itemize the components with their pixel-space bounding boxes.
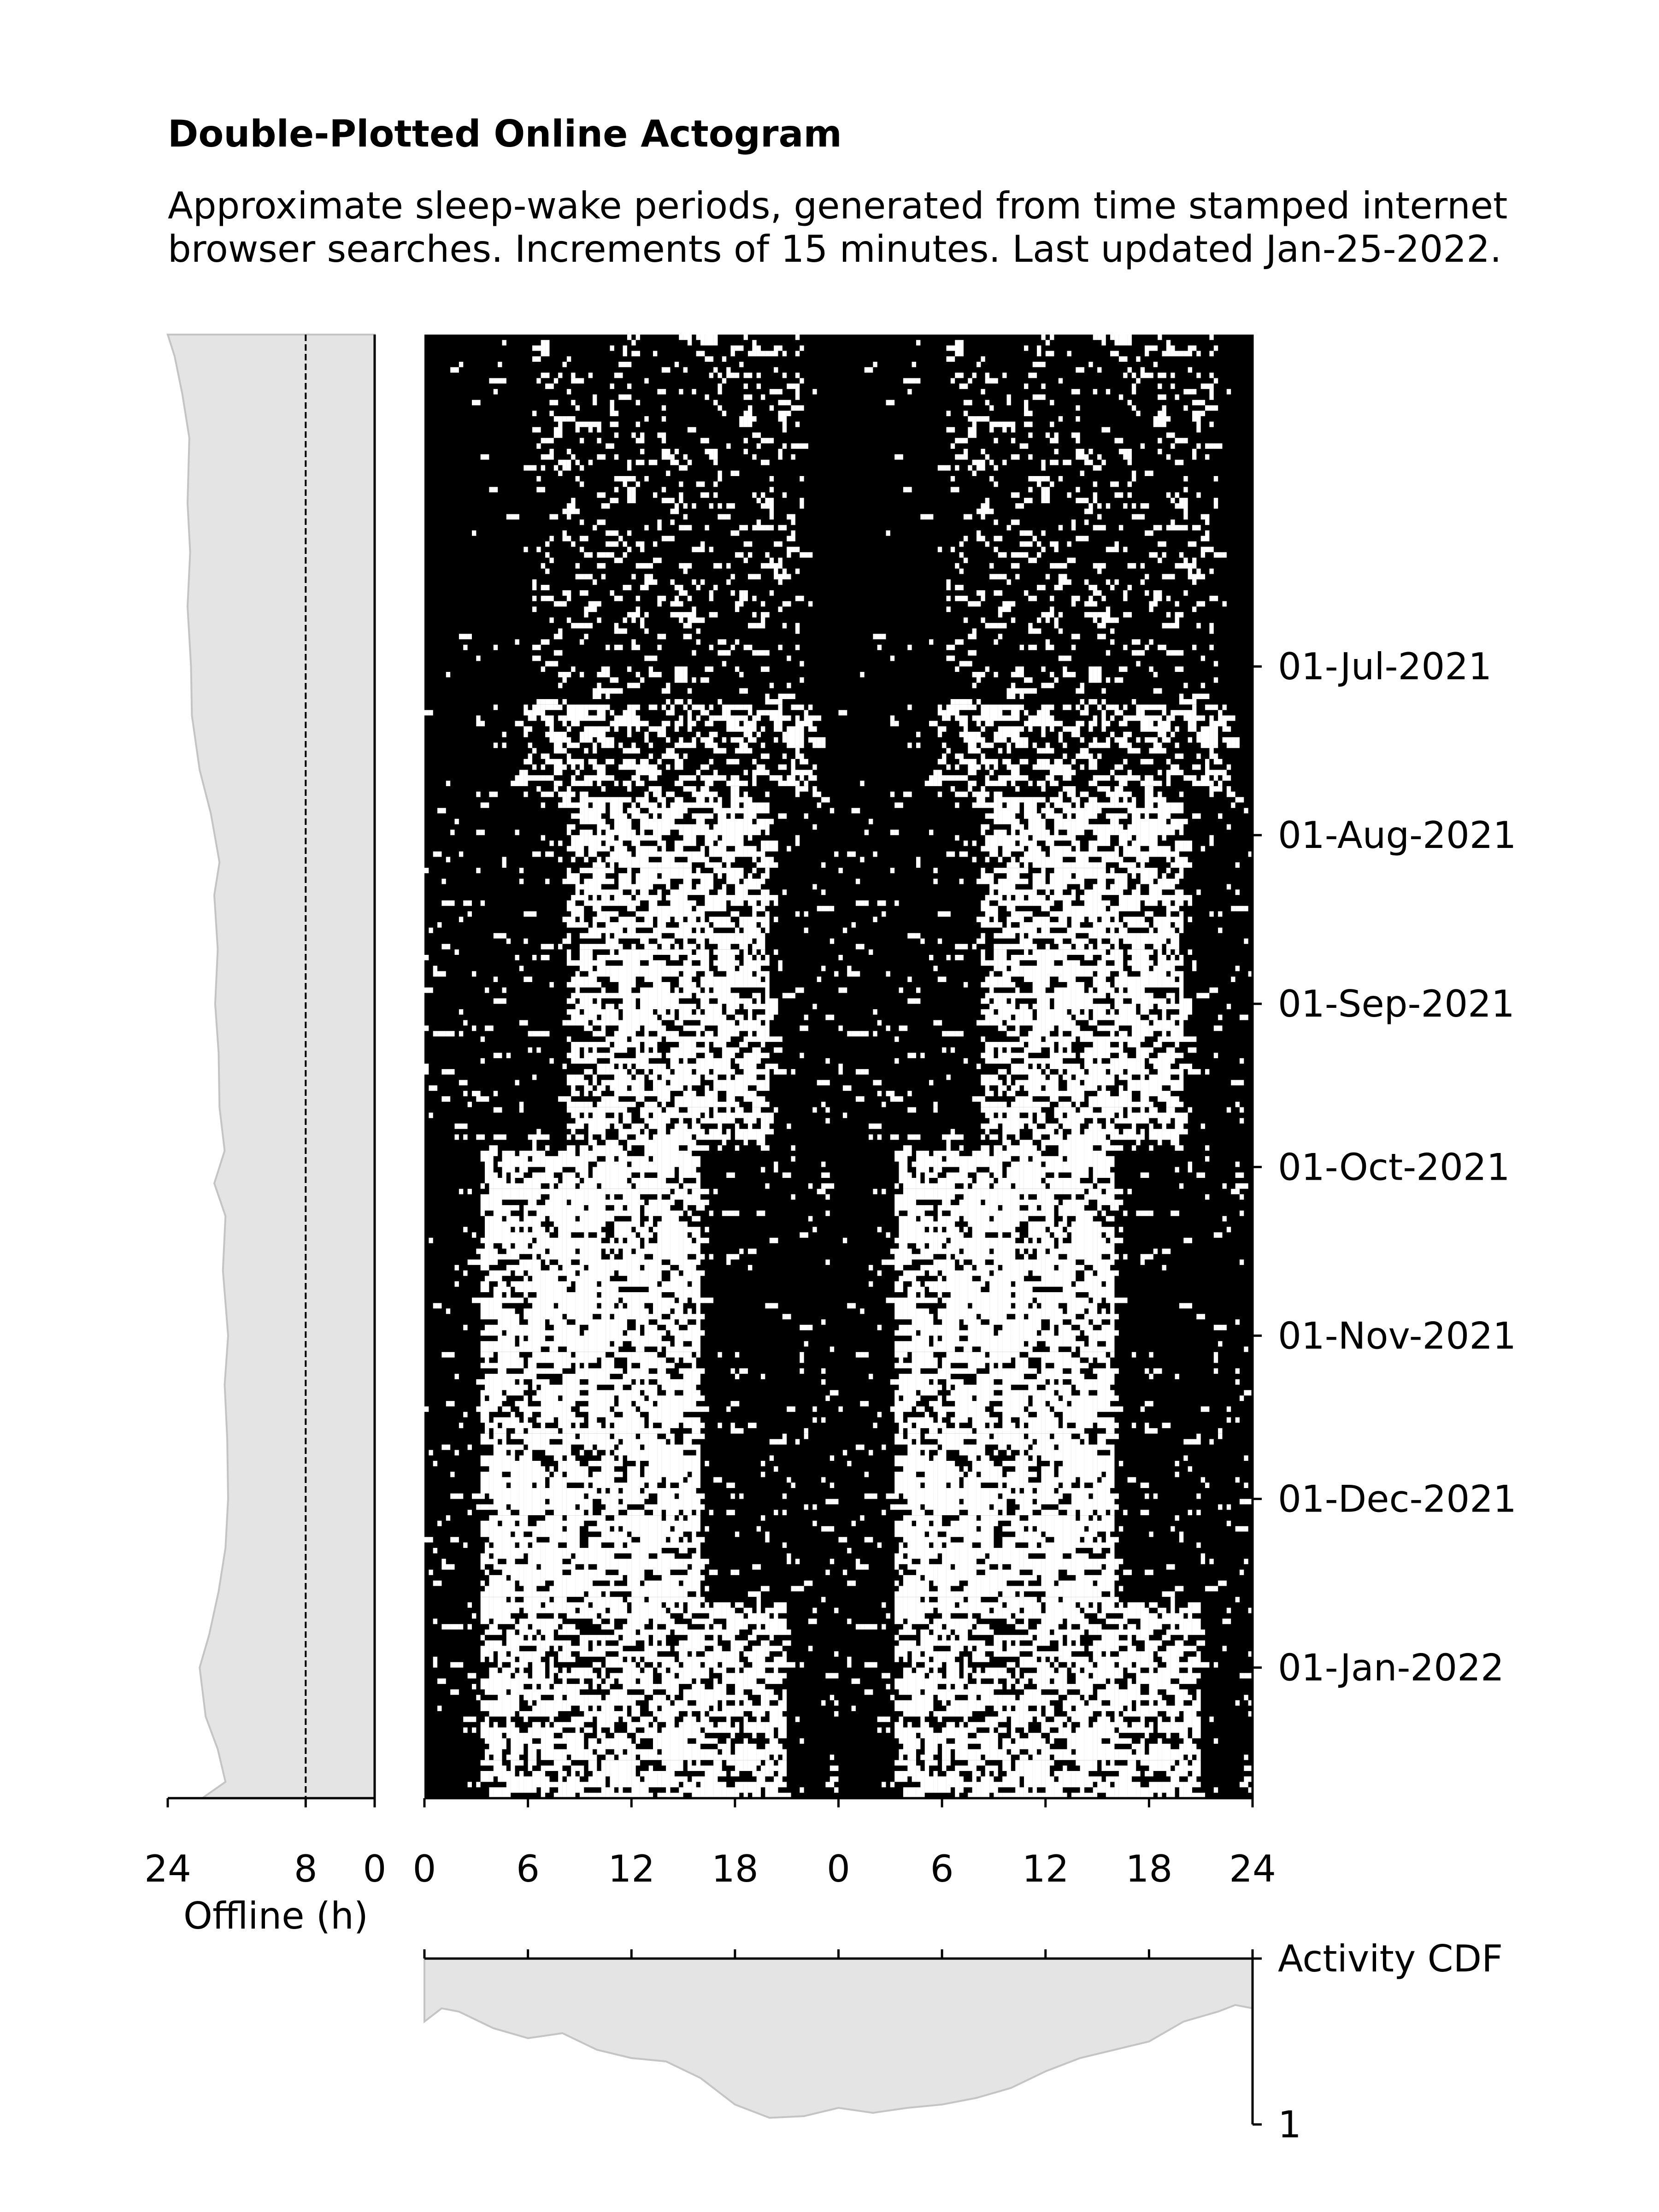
date-tick-label: 01-Dec-2021 [1278, 1478, 1517, 1521]
hour-tick-label: 18 [712, 1847, 759, 1890]
actogram-activity-cells [424, 335, 1253, 1799]
activity-cdf-area [424, 1958, 1253, 2119]
date-tick-label: 01-Jul-2021 [1278, 645, 1492, 688]
cdf-axis-label: Activity CDF [1278, 1937, 1503, 1980]
activity-cdf-panel: Activity CDF 1 [423, 1937, 1503, 2146]
offline-tick-label: 0 [363, 1847, 387, 1890]
hour-tick-label: 0 [827, 1847, 850, 1890]
subtitle-line-2: browser searches. Increments of 15 minut… [168, 228, 1502, 271]
date-tick-label: 01-Nov-2021 [1278, 1314, 1516, 1357]
date-tick-label: 01-Jan-2022 [1278, 1647, 1504, 1689]
hour-tick-label: 6 [930, 1847, 954, 1890]
hour-tick-label: 12 [1022, 1847, 1069, 1890]
chart-subtitle: Approximate sleep-wake periods, generate… [168, 184, 1642, 271]
hour-tick-label: 18 [1125, 1847, 1172, 1890]
hour-tick-label: 6 [516, 1847, 540, 1890]
subtitle-line-1: Approximate sleep-wake periods, generate… [168, 184, 1508, 227]
cdf-tick-label: 1 [1278, 2103, 1301, 2146]
chart-title: Double-Plotted Online Actogram [168, 112, 842, 155]
actogram-panel: 01-Jul-2021 01-Aug-2021 01-Sep-2021 01-Oct-… [413, 335, 1517, 1890]
date-tick-label: 01-Sep-2021 [1278, 982, 1515, 1025]
date-tick-label: 01-Aug-2021 [1278, 814, 1517, 857]
hour-tick-label: 24 [1229, 1847, 1276, 1890]
hour-tick-label: 0 [413, 1847, 436, 1890]
offline-axis-label: Offline (h) [183, 1894, 368, 1937]
date-tick-label: 01-Oct-2021 [1278, 1146, 1510, 1188]
hour-tick-label: 12 [608, 1847, 655, 1890]
offline-area [166, 334, 376, 1799]
offline-tick-label: 8 [294, 1847, 318, 1890]
offline-tick-label: 24 [144, 1847, 191, 1890]
